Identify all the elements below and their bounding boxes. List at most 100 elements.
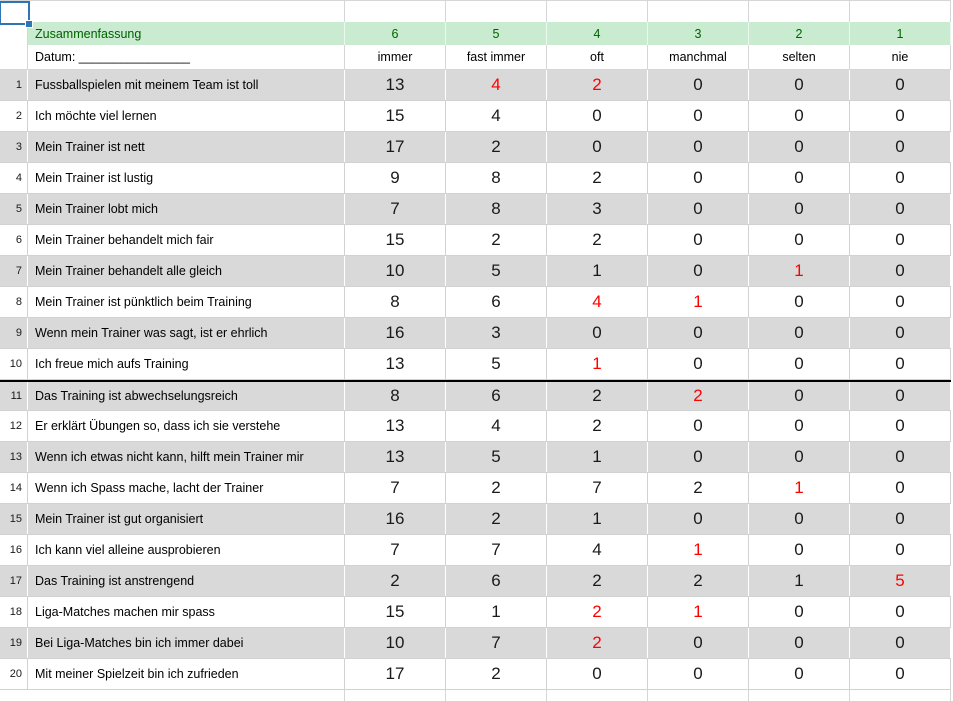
value-cell[interactable]: 0: [850, 194, 951, 224]
value-cell[interactable]: 0: [749, 597, 850, 627]
cell-selection[interactable]: [0, 1, 33, 28]
value-cell[interactable]: 0: [850, 163, 951, 193]
scale-value-cell[interactable]: 1: [850, 22, 951, 45]
value-cell[interactable]: 0: [749, 659, 850, 689]
scale-value-cell[interactable]: 4: [547, 22, 648, 45]
value-cell[interactable]: 7: [446, 628, 547, 658]
scale-value-cell[interactable]: 5: [446, 22, 547, 45]
grid-cell[interactable]: [547, 690, 648, 701]
value-cell[interactable]: 2: [547, 163, 648, 193]
value-cell[interactable]: 3: [446, 318, 547, 348]
value-cell[interactable]: 7: [345, 535, 446, 565]
value-cell[interactable]: 8: [446, 163, 547, 193]
value-cell[interactable]: 1: [446, 597, 547, 627]
value-cell[interactable]: 0: [749, 411, 850, 441]
value-cell[interactable]: 8: [345, 382, 446, 410]
value-cell[interactable]: 16: [345, 318, 446, 348]
fill-handle-icon[interactable]: [25, 20, 33, 28]
value-cell[interactable]: 0: [648, 194, 749, 224]
value-cell[interactable]: 0: [648, 132, 749, 162]
question-cell[interactable]: Wenn mein Trainer was sagt, ist er ehrli…: [28, 318, 345, 348]
row-number-cell[interactable]: 2: [0, 101, 28, 131]
value-cell[interactable]: 0: [850, 382, 951, 410]
value-cell[interactable]: 0: [850, 101, 951, 131]
value-cell[interactable]: 5: [446, 349, 547, 379]
question-cell[interactable]: Mein Trainer ist lustig: [28, 163, 345, 193]
value-cell[interactable]: 1: [547, 256, 648, 286]
value-cell[interactable]: 0: [850, 70, 951, 100]
value-cell[interactable]: 5: [446, 442, 547, 472]
value-cell[interactable]: 17: [345, 132, 446, 162]
question-cell[interactable]: Wenn ich etwas nicht kann, hilft mein Tr…: [28, 442, 345, 472]
value-cell[interactable]: 0: [749, 504, 850, 534]
row-number-cell[interactable]: 19: [0, 628, 28, 658]
grid-cell[interactable]: [850, 690, 951, 701]
value-cell[interactable]: 13: [345, 349, 446, 379]
scale-value-cell[interactable]: 3: [648, 22, 749, 45]
grid-cell[interactable]: [345, 1, 446, 22]
value-cell[interactable]: 15: [345, 225, 446, 255]
grid-cell[interactable]: [0, 690, 28, 701]
value-cell[interactable]: 0: [749, 287, 850, 317]
question-cell[interactable]: Mein Trainer behandelt mich fair: [28, 225, 345, 255]
question-cell[interactable]: Das Training ist abwechselungsreich: [28, 382, 345, 410]
value-cell[interactable]: 1: [749, 566, 850, 596]
value-cell[interactable]: 0: [850, 225, 951, 255]
scale-label-cell[interactable]: manchmal: [648, 45, 749, 69]
value-cell[interactable]: 17: [345, 659, 446, 689]
value-cell[interactable]: 0: [648, 442, 749, 472]
value-cell[interactable]: 0: [850, 318, 951, 348]
value-cell[interactable]: 2: [446, 473, 547, 503]
value-cell[interactable]: 16: [345, 504, 446, 534]
value-cell[interactable]: 4: [547, 287, 648, 317]
value-cell[interactable]: 2: [547, 566, 648, 596]
value-cell[interactable]: 6: [446, 287, 547, 317]
value-cell[interactable]: 2: [547, 382, 648, 410]
row-number-cell[interactable]: 20: [0, 659, 28, 689]
value-cell[interactable]: 9: [345, 163, 446, 193]
value-cell[interactable]: 1: [547, 349, 648, 379]
value-cell[interactable]: 6: [446, 566, 547, 596]
value-cell[interactable]: 0: [749, 628, 850, 658]
row-number-cell[interactable]: 8: [0, 287, 28, 317]
question-cell[interactable]: Fussballspielen mit meinem Team ist toll: [28, 70, 345, 100]
value-cell[interactable]: 0: [749, 101, 850, 131]
value-cell[interactable]: 2: [547, 628, 648, 658]
value-cell[interactable]: 2: [345, 566, 446, 596]
value-cell[interactable]: 0: [749, 70, 850, 100]
value-cell[interactable]: 2: [446, 225, 547, 255]
value-cell[interactable]: 0: [648, 628, 749, 658]
value-cell[interactable]: 2: [648, 382, 749, 410]
value-cell[interactable]: 2: [446, 132, 547, 162]
grid-cell[interactable]: [345, 690, 446, 701]
row-number-cell[interactable]: 13: [0, 442, 28, 472]
value-cell[interactable]: 0: [547, 132, 648, 162]
value-cell[interactable]: 0: [648, 411, 749, 441]
row-number-cell[interactable]: 1: [0, 70, 28, 100]
row-number-cell[interactable]: 16: [0, 535, 28, 565]
row-number-cell[interactable]: 11: [0, 382, 28, 410]
row-number-cell[interactable]: 15: [0, 504, 28, 534]
grid-cell[interactable]: [749, 690, 850, 701]
value-cell[interactable]: 0: [850, 628, 951, 658]
row-number-cell[interactable]: 17: [0, 566, 28, 596]
scale-label-cell[interactable]: immer: [345, 45, 446, 69]
value-cell[interactable]: 0: [850, 442, 951, 472]
question-cell[interactable]: Mein Trainer ist gut organisiert: [28, 504, 345, 534]
question-cell[interactable]: Liga-Matches machen mir spass: [28, 597, 345, 627]
value-cell[interactable]: 0: [850, 256, 951, 286]
row-number-cell[interactable]: 9: [0, 318, 28, 348]
value-cell[interactable]: 2: [446, 504, 547, 534]
value-cell[interactable]: 15: [345, 101, 446, 131]
value-cell[interactable]: 7: [547, 473, 648, 503]
value-cell[interactable]: 0: [648, 504, 749, 534]
grid-cell[interactable]: [648, 1, 749, 22]
question-cell[interactable]: Ich möchte viel lernen: [28, 101, 345, 131]
value-cell[interactable]: 1: [547, 442, 648, 472]
value-cell[interactable]: 0: [850, 504, 951, 534]
value-cell[interactable]: 0: [749, 194, 850, 224]
value-cell[interactable]: 0: [648, 256, 749, 286]
value-cell[interactable]: 0: [749, 442, 850, 472]
scale-label-cell[interactable]: fast immer: [446, 45, 547, 69]
value-cell[interactable]: 0: [648, 101, 749, 131]
